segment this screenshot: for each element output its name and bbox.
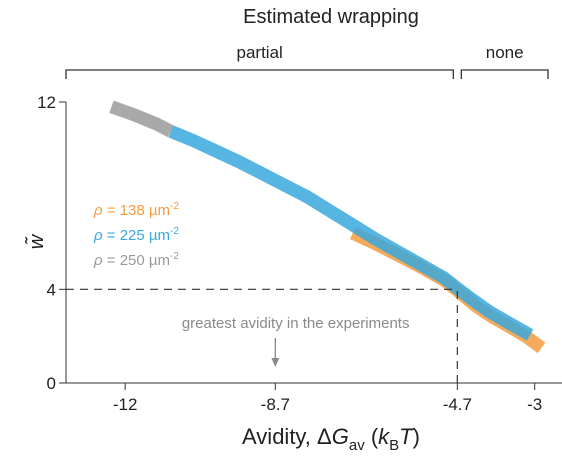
y-axis-label: w̃ (24, 233, 48, 249)
annotation-arrow-head (271, 358, 280, 367)
x-label-g-sub: av (349, 437, 365, 454)
x-label-t: T (399, 424, 414, 449)
annotation-arrow (271, 338, 280, 367)
legend-entry-225: ρ = 225 µm-2 (93, 226, 179, 244)
x-label-paren-open: ( (365, 424, 379, 449)
region-bracket-none (460, 69, 549, 79)
x-tick-label: -3 (527, 395, 542, 414)
reference-lines (66, 288, 458, 383)
region-bracket-partial (65, 69, 454, 79)
region-label-none: none (486, 43, 524, 62)
x-label-g: G (332, 424, 349, 449)
region-label-partial: partial (237, 43, 283, 62)
legend-entry-138: ρ = 138 µm-2 (93, 201, 179, 219)
ticks: -12 -8.7 -4.7 -3 0 4 12 (37, 93, 542, 414)
x-tick-label: -4.7 (443, 395, 472, 414)
series-line-1 (168, 125, 534, 341)
series-layer (109, 100, 546, 354)
x-label-paren-close: ) (413, 424, 420, 449)
region-brackets: partial none (65, 43, 549, 79)
x-label-prefix: Avidity, (242, 424, 317, 449)
x-tick-label: -8.7 (261, 395, 290, 414)
x-axis-label: Avidity, ΔGav (kBT) (242, 424, 420, 454)
y-tick-label: 4 (47, 280, 56, 299)
x-label-k-sub: B (389, 437, 399, 454)
legend-entry-250: ρ = 250 µm-2 (93, 251, 179, 269)
legend: ρ = 138 µm-2 ρ = 225 µm-2 ρ = 250 µm-2 (93, 201, 179, 269)
x-label-k: k (378, 424, 390, 449)
y-tick-label: 12 (37, 93, 56, 112)
y-tick-label: 0 (47, 374, 56, 393)
axes (65, 102, 562, 384)
chart-title: Estimated wrapping (243, 6, 419, 28)
x-label-delta: Δ (317, 424, 332, 449)
x-tick-label: -12 (113, 395, 138, 414)
annotation-text: greatest avidity in the experiments (182, 315, 410, 332)
series-line-2 (109, 100, 174, 138)
